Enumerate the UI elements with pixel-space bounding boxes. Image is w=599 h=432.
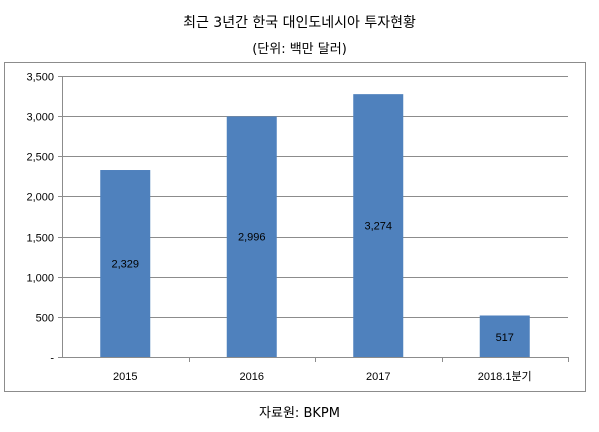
y-tick-label: 1,000	[26, 273, 54, 285]
y-tick-label: 2,500	[26, 152, 54, 164]
data-label: 3,274	[364, 221, 392, 233]
data-label: 517	[496, 332, 514, 344]
x-axis: 2015 2016 2017 2018.1분기	[62, 357, 569, 383]
x-tick-label: 2017	[366, 371, 390, 383]
bars: 2,329 2,996 3,274 517	[100, 94, 530, 358]
chart-title: 최근 3년간 한국 대인도네시아 투자현황	[183, 15, 416, 31]
y-tick-label: 3,000	[26, 112, 54, 124]
bar-2016	[226, 116, 277, 358]
chart-frame	[4, 62, 586, 392]
y-axis: - 500 1,000 1,500 2,000 2,500 3,000 3,500	[26, 72, 63, 365]
x-tick-label: 2016	[240, 371, 264, 383]
y-tick-label: 1,500	[26, 233, 54, 245]
y-tick-label: -	[50, 353, 54, 365]
bar-2015	[100, 170, 151, 357]
chart-subtitle: (단위: 백만 달러)	[252, 42, 347, 57]
bar-2017	[353, 94, 404, 358]
source-note: 자료원: BKPM	[259, 406, 340, 421]
data-label: 2,996	[238, 232, 266, 244]
bar-2018.1분기	[479, 315, 530, 357]
y-tick-label: 500	[36, 313, 54, 325]
y-tick-label: 2,000	[26, 192, 54, 204]
x-tick-label: 2018.1분기	[478, 370, 532, 383]
data-label: 2,329	[111, 259, 139, 271]
y-tick-label: 3,500	[26, 72, 54, 84]
x-tick-label: 2015	[113, 371, 137, 383]
